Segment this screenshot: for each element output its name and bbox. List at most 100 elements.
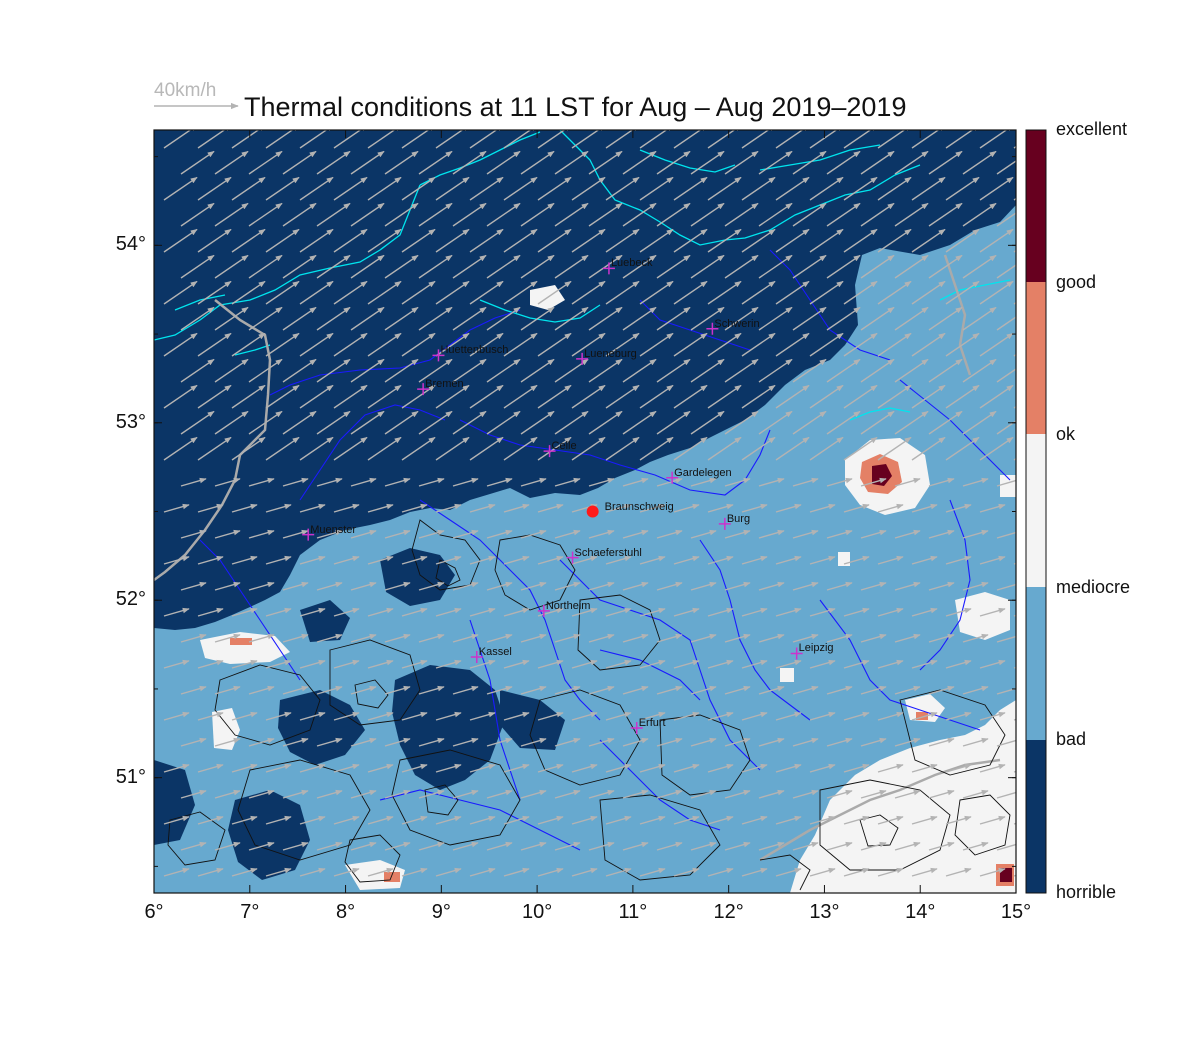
wind-arrow	[894, 737, 921, 747]
terrain-contours	[167, 519, 1011, 891]
wind-arrow	[673, 867, 700, 877]
wind-arrow	[265, 659, 292, 669]
wind-arrow	[589, 895, 614, 902]
wind-arrow	[180, 581, 207, 591]
wind-arrow	[673, 607, 700, 617]
wind-arrow	[792, 633, 819, 643]
wind-arrow	[282, 410, 317, 435]
wind-arrow	[384, 685, 411, 695]
wind-arrow	[758, 254, 793, 279]
wind-arrow	[452, 202, 487, 227]
wind-arrow	[673, 711, 700, 721]
wind-arrow	[605, 228, 640, 253]
lat-tick-label: 51°	[115, 765, 146, 788]
wind-arrow	[180, 529, 207, 539]
wind-arrow	[231, 659, 258, 669]
wind-arrow	[945, 280, 980, 305]
wind-arrow	[418, 841, 445, 851]
wind-arrow	[826, 202, 861, 227]
wind-arrow	[385, 895, 410, 902]
wind-arrow	[384, 581, 411, 591]
wind-arrow	[622, 529, 649, 539]
wind-arrow	[673, 503, 700, 513]
wind-arrow	[520, 737, 547, 747]
wind-arrow	[401, 867, 428, 877]
wind-arrow	[707, 555, 734, 565]
wind-arrow	[180, 254, 215, 279]
wind-arrow	[537, 384, 572, 409]
wind-arrow	[758, 737, 785, 747]
wind-arrow	[571, 130, 606, 149]
city-marker	[537, 604, 550, 617]
wind-arrow	[299, 176, 334, 201]
wind-arrow	[588, 150, 623, 175]
wind-arrow	[265, 555, 292, 565]
wind-arrow	[537, 555, 564, 565]
wind-arrow	[503, 607, 530, 617]
wind-arrow	[435, 384, 470, 409]
wind-arrow	[452, 254, 487, 279]
wind-arrow	[724, 633, 751, 643]
field-good-spot	[230, 638, 252, 645]
wind-arrow	[622, 581, 649, 591]
wind-arrow	[775, 228, 810, 253]
wind-arrow	[418, 581, 445, 591]
wind-arrow	[826, 410, 861, 435]
wind-arrow	[707, 815, 734, 825]
lon-tick-label: 7°	[240, 901, 260, 923]
axis-ticks	[153, 130, 1017, 893]
wind-arrow	[622, 358, 657, 383]
wind-arrow	[775, 384, 810, 409]
colorbar-label: mediocre	[1056, 576, 1131, 597]
wind-arrow	[775, 176, 810, 201]
wind-arrow	[843, 130, 878, 149]
wind-arrow	[928, 685, 955, 695]
city-marker	[706, 322, 719, 335]
wind-arrow	[435, 332, 470, 357]
wind-arrow	[690, 306, 725, 331]
colorbar-segment-ok	[1026, 434, 1046, 587]
city-label: Erfurt	[638, 716, 666, 729]
wind-arrow	[792, 254, 827, 279]
wind-arrow	[469, 815, 496, 825]
wind-arrow	[163, 280, 198, 305]
wind-arrow	[945, 555, 972, 565]
wind-arrow	[231, 130, 266, 149]
wind-arrow	[231, 228, 266, 253]
wind-arrow	[588, 581, 615, 591]
wind-arrow	[503, 332, 538, 357]
wind-arrow	[588, 841, 615, 851]
wind-arrow	[248, 254, 283, 279]
wind-arrow	[571, 607, 598, 617]
wind-arrow	[333, 659, 360, 669]
wind-arrow	[197, 711, 224, 721]
wind-arrow	[894, 254, 929, 279]
wind-arrow	[911, 555, 938, 565]
wind-arrow	[231, 763, 258, 773]
wind-arrow	[282, 789, 309, 799]
wind-arrow	[316, 841, 343, 851]
wind-arrow	[571, 659, 598, 669]
wind-arrow	[622, 477, 649, 487]
lon-tick-label: 15°	[1000, 901, 1032, 923]
city-markers	[302, 262, 803, 734]
wind-arrow	[809, 867, 836, 877]
wind-arrow	[248, 150, 283, 175]
wind-arrow	[384, 150, 419, 175]
wind-arrow	[418, 254, 453, 279]
wind-arrow	[265, 130, 300, 149]
wind-arrow	[316, 477, 343, 487]
wind-arrow	[911, 659, 938, 669]
wind-arrow	[367, 332, 402, 357]
wind-arrow	[555, 895, 580, 902]
wind-arrow	[231, 436, 266, 461]
wind-arrow	[316, 306, 351, 331]
wind-arrow	[911, 228, 946, 253]
wind-arrow	[554, 410, 589, 435]
wind-arrow	[554, 529, 581, 539]
wind-arrow	[469, 228, 504, 253]
wind-arrow	[299, 815, 326, 825]
wind-arrow	[452, 633, 479, 643]
wind-arrow	[197, 332, 232, 357]
wind-arrow	[282, 529, 309, 539]
